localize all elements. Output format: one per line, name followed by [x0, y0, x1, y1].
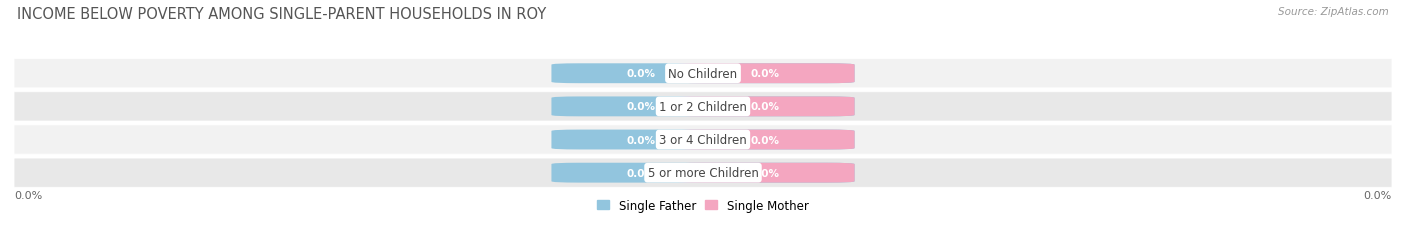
FancyBboxPatch shape: [675, 163, 855, 183]
Text: 0.0%: 0.0%: [1364, 190, 1392, 200]
Text: 0.0%: 0.0%: [751, 102, 779, 112]
Text: 0.0%: 0.0%: [14, 190, 42, 200]
Text: 0.0%: 0.0%: [751, 168, 779, 178]
FancyBboxPatch shape: [14, 92, 1392, 122]
Text: Source: ZipAtlas.com: Source: ZipAtlas.com: [1278, 7, 1389, 17]
Text: 0.0%: 0.0%: [627, 102, 655, 112]
FancyBboxPatch shape: [551, 130, 855, 150]
FancyBboxPatch shape: [14, 59, 1392, 88]
FancyBboxPatch shape: [675, 64, 855, 84]
Text: 0.0%: 0.0%: [751, 135, 779, 145]
FancyBboxPatch shape: [675, 130, 855, 150]
FancyBboxPatch shape: [14, 158, 1392, 187]
FancyBboxPatch shape: [675, 97, 855, 117]
FancyBboxPatch shape: [14, 125, 1392, 155]
FancyBboxPatch shape: [551, 163, 855, 183]
Text: 0.0%: 0.0%: [627, 168, 655, 178]
Text: 5 or more Children: 5 or more Children: [648, 167, 758, 179]
Text: 3 or 4 Children: 3 or 4 Children: [659, 134, 747, 146]
Text: No Children: No Children: [668, 67, 738, 80]
Text: INCOME BELOW POVERTY AMONG SINGLE-PARENT HOUSEHOLDS IN ROY: INCOME BELOW POVERTY AMONG SINGLE-PARENT…: [17, 7, 546, 22]
Text: 0.0%: 0.0%: [627, 69, 655, 79]
Legend: Single Father, Single Mother: Single Father, Single Mother: [595, 196, 811, 214]
FancyBboxPatch shape: [551, 97, 855, 117]
Text: 1 or 2 Children: 1 or 2 Children: [659, 100, 747, 113]
FancyBboxPatch shape: [551, 64, 855, 84]
Text: 0.0%: 0.0%: [627, 135, 655, 145]
Text: 0.0%: 0.0%: [751, 69, 779, 79]
